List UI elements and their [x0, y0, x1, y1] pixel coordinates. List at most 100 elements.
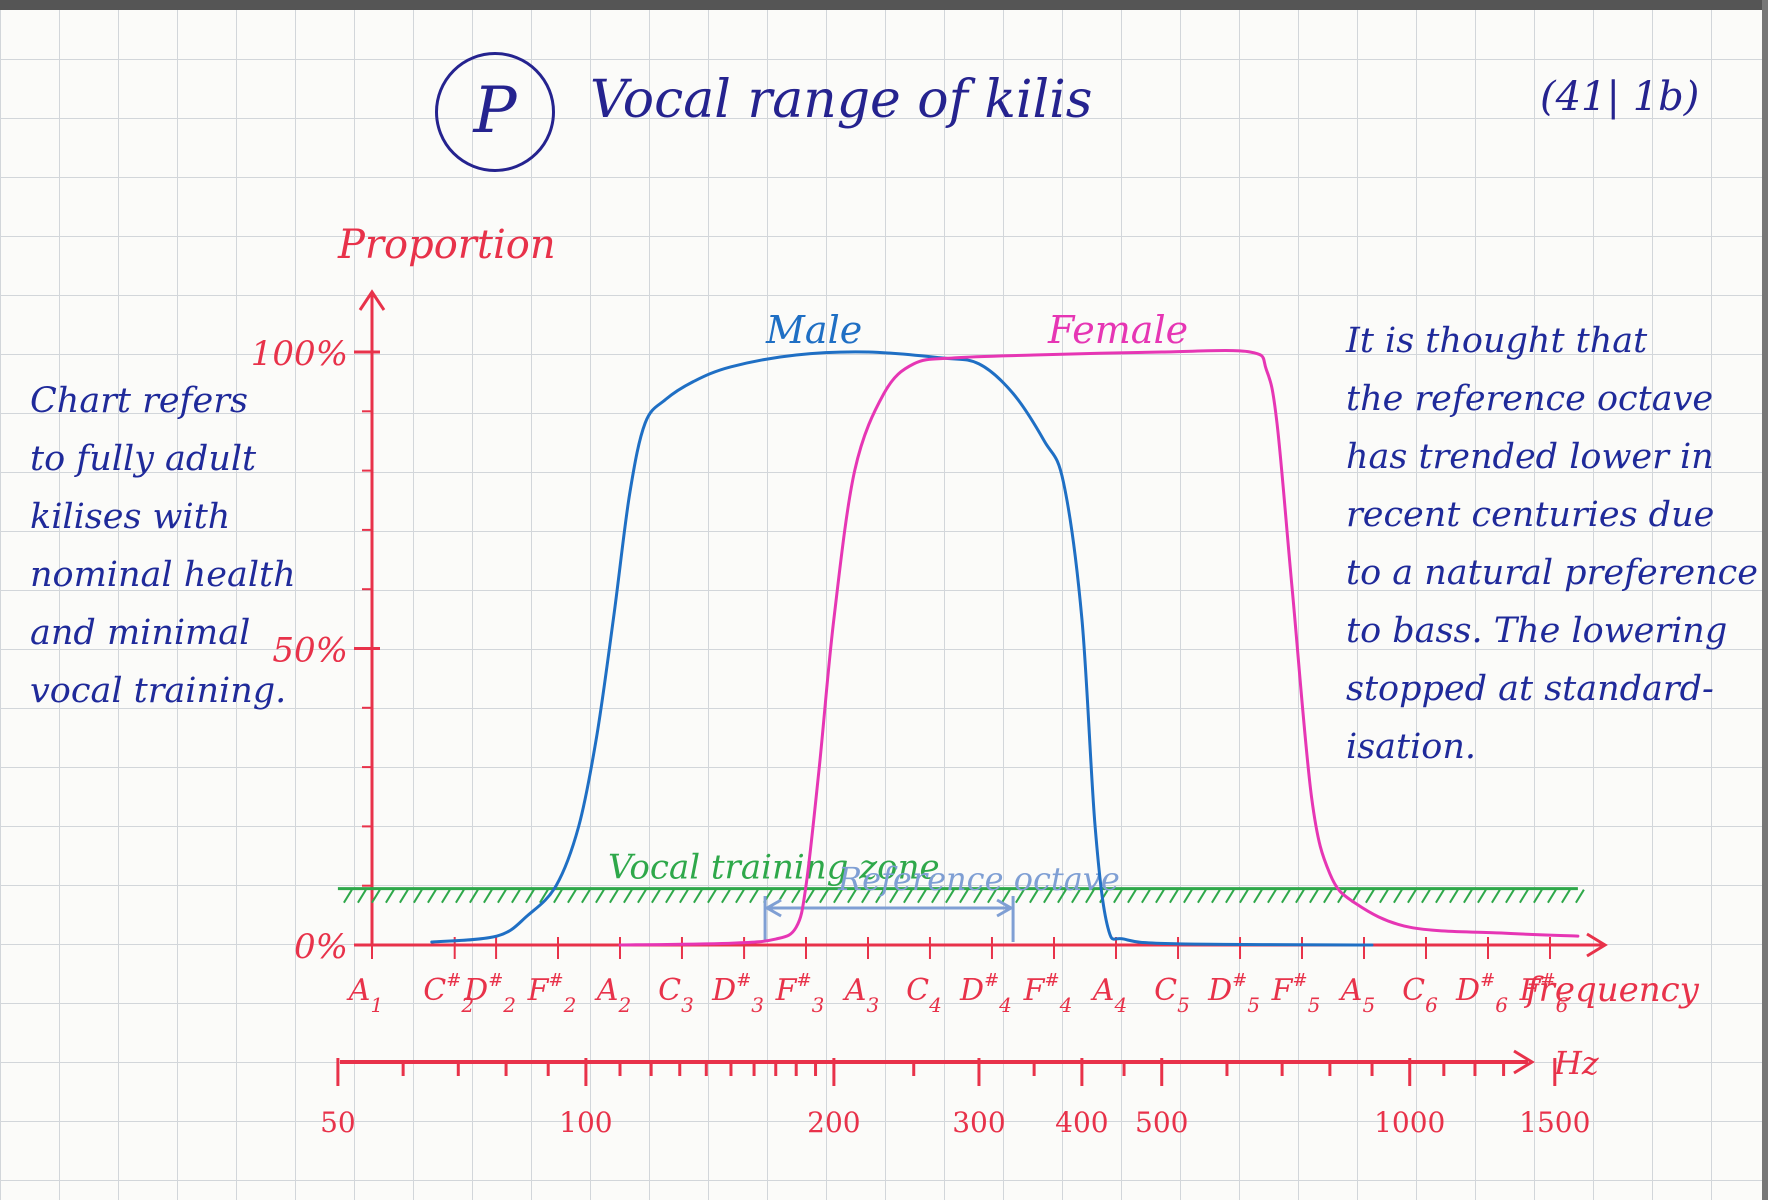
- vocal-training-hatch: [1141, 889, 1151, 904]
- hz-axis-label: Hz: [1553, 1044, 1600, 1082]
- vocal-training-hatch: [441, 889, 451, 904]
- x-note-label: D#2: [463, 970, 516, 1017]
- vocal-training-hatch: [1001, 889, 1011, 904]
- vocal-training-hatch: [1239, 889, 1249, 904]
- vocal-training-hatch: [945, 889, 955, 904]
- vocal-training-hatch: [1463, 889, 1473, 904]
- x-note-label: A4: [1090, 973, 1127, 1017]
- vocal-training-hatch: [623, 889, 633, 904]
- vocal-training-hatch: [553, 889, 563, 904]
- hz-tick-label: 200: [807, 1106, 860, 1139]
- x-note-label: F#5: [1271, 970, 1321, 1017]
- vocal-training-hatch: [973, 889, 983, 904]
- hz-tick-label: 400: [1055, 1106, 1108, 1139]
- vocal-training-hatch: [875, 889, 885, 904]
- vocal-training-hatch: [1211, 889, 1221, 904]
- vocal-training-hatch: [693, 889, 703, 904]
- vocal-training-hatch: [1519, 889, 1529, 904]
- vocal-training-hatch: [1253, 889, 1263, 904]
- x-note-label: C#2: [423, 970, 474, 1017]
- note-left-line: Chart refers: [30, 381, 248, 421]
- vocal-training-hatch: [805, 889, 815, 904]
- vocal-training-hatch: [1057, 889, 1067, 904]
- vocal-training-hatch: [1449, 889, 1459, 904]
- vocal-training-hatch: [469, 889, 479, 904]
- x-note-label: D#6: [1455, 970, 1508, 1017]
- note-right-line: has trended lower in: [1346, 437, 1714, 477]
- vocal-training-hatch: [637, 889, 647, 904]
- vocal-training-hatch: [1323, 889, 1333, 904]
- page-right-edge: [1762, 0, 1768, 1200]
- note-right-line: to bass. The lowering: [1346, 611, 1728, 651]
- x-note-label: D#3: [711, 970, 764, 1017]
- vocal-training-hatch: [1043, 889, 1053, 904]
- vocal-training-hatch: [1197, 889, 1207, 904]
- x-note-label: C4: [906, 973, 942, 1017]
- reference-octave-arrow-right: [996, 898, 1015, 918]
- vocal-training-hatch: [721, 889, 731, 904]
- x-note-label: C3: [658, 973, 694, 1017]
- vocal-training-hatch: [343, 889, 353, 904]
- vocal-training-label: Vocal training zone: [608, 848, 940, 888]
- vocal-training-hatch: [1561, 889, 1571, 904]
- x-note-label: F#6: [1519, 970, 1569, 1017]
- vocal-training-hatch: [707, 889, 717, 904]
- vocal-training-hatch: [1295, 889, 1305, 904]
- x-note-label: D#4: [959, 970, 1012, 1017]
- note-right-line: isation.: [1346, 727, 1477, 767]
- vocal-training-hatch: [483, 889, 493, 904]
- x-note-label: A5: [1338, 973, 1375, 1017]
- note-left-line: and minimal: [30, 613, 251, 653]
- hz-tick-label: 50: [320, 1106, 356, 1139]
- y-tick-label: 0%: [294, 927, 348, 967]
- vocal-training-hatch: [959, 889, 969, 904]
- vocal-training-hatch: [1113, 889, 1123, 904]
- vocal-training-hatch: [1533, 889, 1543, 904]
- vocal-training-hatch: [399, 889, 409, 904]
- vocal-training-hatch: [889, 889, 899, 904]
- y-axis-arrow: [358, 289, 386, 311]
- vocal-training-hatch: [1225, 889, 1235, 904]
- x-note-label: F#4: [1023, 970, 1073, 1017]
- vocal-training-hatch: [1281, 889, 1291, 904]
- vocal-training-hatch: [1547, 889, 1557, 904]
- vocal-training-hatch: [917, 889, 927, 904]
- vocal-training-hatch: [1169, 889, 1179, 904]
- hz-axis-arrow: [1513, 1049, 1535, 1075]
- note-left-line: to fully adult: [30, 439, 257, 479]
- vocal-training-hatch: [847, 889, 857, 904]
- vocal-training-hatch: [497, 889, 507, 904]
- vocal-training-hatch: [1505, 889, 1515, 904]
- vocal-training-hatch: [511, 889, 521, 904]
- page-code: (41| 1b): [1540, 74, 1700, 120]
- vocal-training-hatch: [371, 889, 381, 904]
- series-line-male: [430, 350, 1374, 947]
- vocal-training-hatch: [1267, 889, 1277, 904]
- hz-tick-label: 1000: [1374, 1106, 1445, 1139]
- vocal-training-hatch: [1407, 889, 1417, 904]
- vocal-training-hatch: [1071, 889, 1081, 904]
- page-top-edge: [0, 0, 1768, 10]
- vocal-training-hatch: [1393, 889, 1403, 904]
- vocal-training-hatch: [1491, 889, 1501, 904]
- vocal-training-hatch: [931, 889, 941, 904]
- vocal-training-hatch: [1085, 889, 1095, 904]
- vocal-training-hatch: [455, 889, 465, 904]
- hz-tick-label: 1500: [1519, 1106, 1590, 1139]
- vocal-training-hatch: [665, 889, 675, 904]
- vocal-training-hatch: [903, 889, 913, 904]
- vocal-training-hatch: [791, 889, 801, 904]
- y-tick-label: 100%: [251, 334, 348, 374]
- vocal-training-hatch: [1435, 889, 1445, 904]
- x-note-label: D#5: [1207, 970, 1260, 1017]
- x-axis-label: frequency: [1523, 970, 1700, 1010]
- hz-tick-label: 300: [952, 1106, 1005, 1139]
- x-note-label: A3: [842, 973, 879, 1017]
- vocal-training-hatch: [581, 889, 591, 904]
- hz-tick-label: 100: [559, 1106, 612, 1139]
- vocal-training-hatch: [385, 889, 395, 904]
- note-left-line: kilises with: [30, 497, 231, 537]
- series-label-male: Male: [765, 308, 862, 352]
- note-right-line: It is thought that: [1346, 321, 1648, 361]
